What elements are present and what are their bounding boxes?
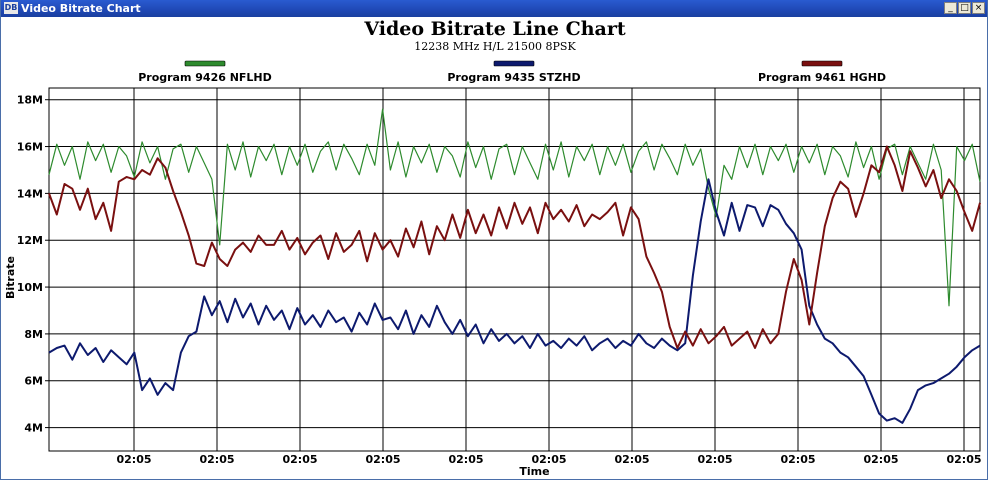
dvb-app-icon: DB <box>4 2 18 14</box>
series-line <box>48 178 981 424</box>
y-axis-label: Bitrate <box>4 256 17 299</box>
x-tick-label: 02:05 <box>365 453 400 466</box>
x-tick-label: 02:05 <box>116 453 151 466</box>
x-tick-label: 02:05 <box>946 453 981 466</box>
close-button[interactable]: × <box>972 2 985 14</box>
legend-swatch <box>493 60 535 67</box>
series-line <box>48 108 981 307</box>
y-tick-label: 6M <box>24 375 43 388</box>
x-tick-label: 02:05 <box>448 453 483 466</box>
x-axis-label: Time <box>519 465 549 478</box>
legend-label: Program 9435 STZHD <box>447 71 580 84</box>
x-tick-label: 02:05 <box>780 453 815 466</box>
x-tick-label: 02:05 <box>863 453 898 466</box>
legend-label: Program 9461 HGHD <box>758 71 886 84</box>
maximize-button[interactable]: □ <box>958 2 971 14</box>
legend-swatch <box>801 60 843 67</box>
y-tick-label: 4M <box>24 422 43 435</box>
plot-area <box>48 87 981 452</box>
window-titlebar[interactable]: DB Video Bitrate Chart _ □ × <box>1 0 987 17</box>
chart-title: Video Bitrate Line Chart <box>364 18 626 40</box>
window-title: Video Bitrate Chart <box>21 2 141 15</box>
chart-subtitle: 12238 MHz H/L 21500 8PSK <box>414 40 576 53</box>
y-tick-label: 12M <box>17 234 43 247</box>
x-tick-label: 02:05 <box>614 453 649 466</box>
x-tick-label: 02:05 <box>282 453 317 466</box>
x-tick-label: 02:05 <box>199 453 234 466</box>
series-line <box>48 145 981 349</box>
y-tick-label: 10M <box>17 281 43 294</box>
x-tick-label: 02:05 <box>531 453 566 466</box>
legend-swatch <box>184 60 226 67</box>
y-tick-label: 14M <box>17 187 43 200</box>
y-tick-label: 8M <box>24 328 43 341</box>
y-tick-label: 16M <box>17 141 43 154</box>
legend-label: Program 9426 NFLHD <box>138 71 272 84</box>
x-tick-label: 02:05 <box>697 453 732 466</box>
y-tick-label: 18M <box>17 94 43 107</box>
minimize-button[interactable]: _ <box>944 2 957 14</box>
